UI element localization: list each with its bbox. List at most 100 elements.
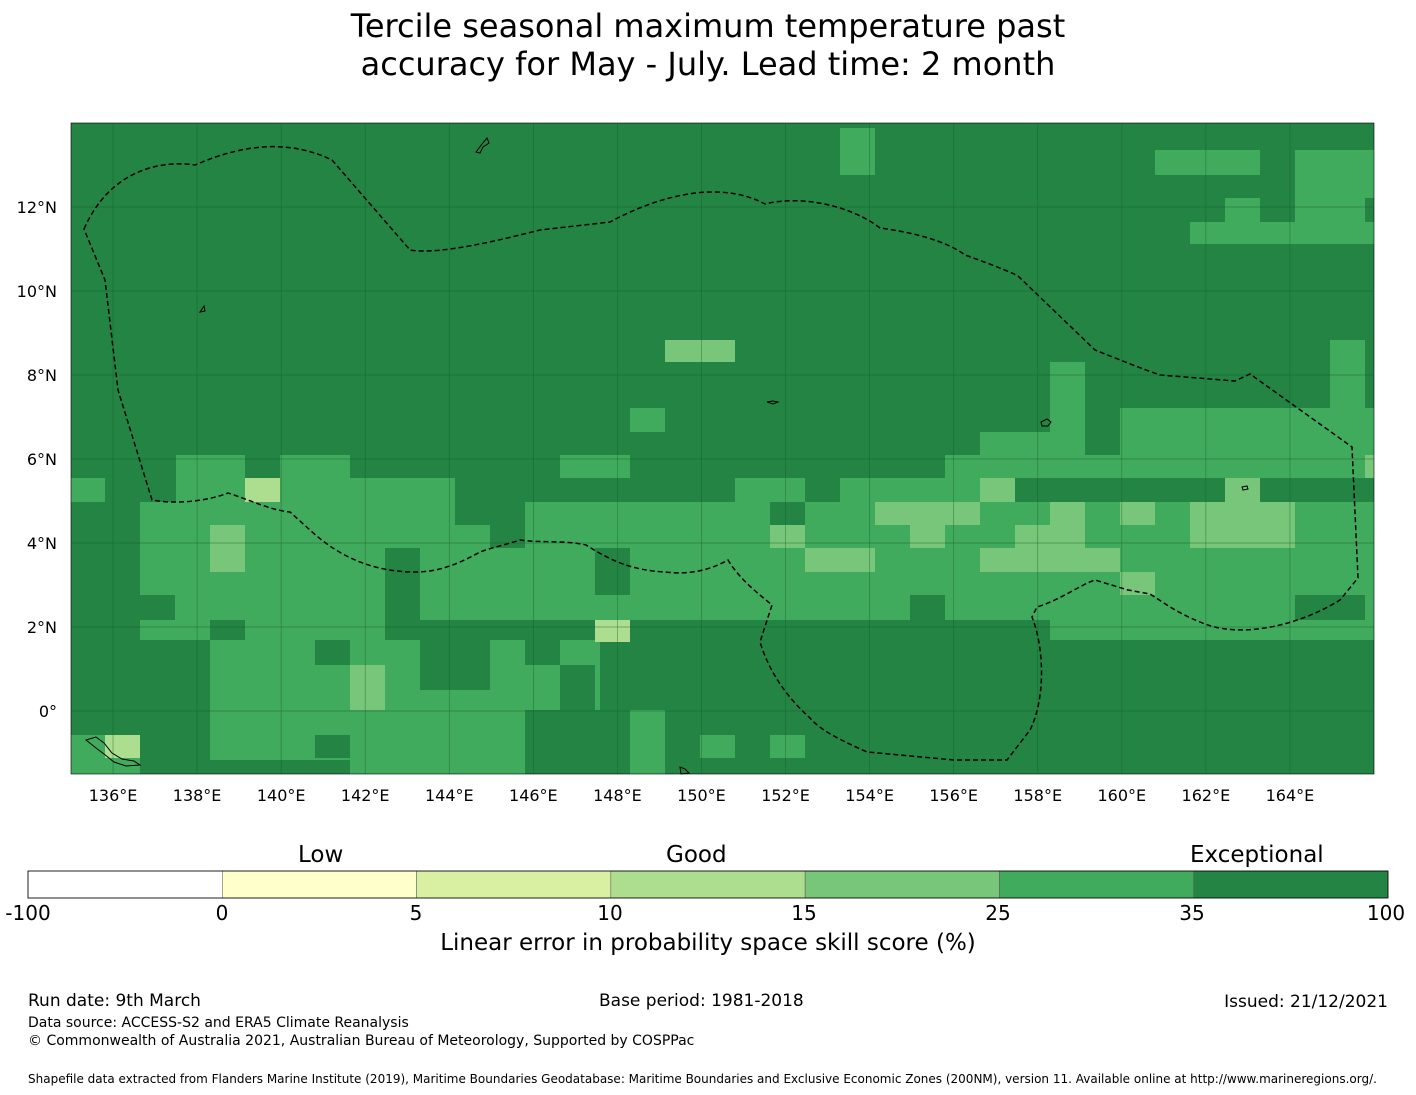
skill-cell bbox=[420, 478, 455, 525]
skill-cell bbox=[350, 665, 385, 710]
skill-cell bbox=[105, 735, 140, 758]
skill-cell bbox=[350, 478, 420, 525]
colorbar-tick-label: 100 bbox=[1366, 901, 1406, 925]
longitude-tick-label: 154°E bbox=[845, 786, 894, 805]
longitude-tick-label: 146°E bbox=[509, 786, 558, 805]
longitude-tick-label: 152°E bbox=[761, 786, 810, 805]
colorbar-tick-label: 15 bbox=[791, 901, 817, 925]
skill-cell bbox=[245, 478, 280, 502]
longitude-tick-label: 164°E bbox=[1266, 786, 1315, 805]
colorbar-tick-label: 5 bbox=[409, 901, 423, 925]
longitude-axis: 136°E 138°E 140°E 142°E 144°E 146°E 148°E 150°E… bbox=[89, 786, 1315, 805]
skill-cell bbox=[840, 478, 980, 502]
latitude-tick-label: 8°N bbox=[27, 366, 57, 385]
skill-cell bbox=[595, 620, 630, 642]
latitude-tick-label: 2°N bbox=[27, 618, 57, 637]
chart-title-line-2: accuracy for May - July. Lead time: 2 mo… bbox=[360, 45, 1056, 83]
skill-cell bbox=[71, 525, 140, 735]
skill-cell bbox=[945, 455, 1374, 478]
skill-cell bbox=[630, 408, 665, 432]
skill-cell bbox=[210, 620, 245, 640]
eez-boundary bbox=[83, 145, 1359, 761]
coastline-png-islands bbox=[84, 736, 142, 767]
skill-cell bbox=[385, 548, 420, 640]
skill-cell bbox=[1190, 222, 1295, 244]
skill-cell bbox=[770, 525, 805, 548]
skill-cell bbox=[910, 595, 945, 620]
skill-cell bbox=[175, 620, 210, 640]
map-gridlines bbox=[71, 123, 1374, 774]
colorbar-label: Linear error in probability space skill … bbox=[440, 930, 976, 956]
colorbar-tick-label: 35 bbox=[1179, 901, 1205, 925]
skill-cell bbox=[1015, 525, 1085, 548]
skill-cell bbox=[1225, 198, 1260, 222]
copyright-notice: © Commonwealth of Australia 2021, Austra… bbox=[28, 1033, 695, 1049]
skill-cell bbox=[1365, 455, 1374, 478]
skill-cell bbox=[665, 640, 770, 690]
longitude-tick-label: 158°E bbox=[1013, 786, 1062, 805]
coastline-kosrae bbox=[1241, 485, 1249, 491]
skill-cell bbox=[455, 502, 490, 525]
skill-cell bbox=[1050, 640, 1374, 774]
colorbar-category-exceptional: Exceptional bbox=[1190, 842, 1324, 868]
colorbar-tick-label: 10 bbox=[597, 901, 623, 925]
skill-cell bbox=[280, 455, 350, 525]
skill-cell bbox=[560, 665, 595, 710]
colorbar-segment bbox=[610, 870, 806, 899]
skill-cell bbox=[1330, 340, 1365, 408]
base-period: Base period: 1981-2018 bbox=[599, 991, 804, 1011]
longitude-tick-label: 162°E bbox=[1182, 786, 1231, 805]
colorbar-segment bbox=[416, 870, 612, 899]
run-date: Run date: 9th March bbox=[28, 991, 201, 1011]
coastline-yap bbox=[198, 304, 206, 313]
longitude-tick-label: 136°E bbox=[89, 786, 138, 805]
skill-cell bbox=[805, 620, 1050, 760]
coastline-guam bbox=[475, 137, 490, 154]
longitude-tick-label: 148°E bbox=[593, 786, 642, 805]
skill-cell bbox=[525, 640, 560, 665]
skill-cell bbox=[210, 525, 245, 572]
skill-cell bbox=[910, 525, 945, 548]
skill-cell bbox=[630, 710, 665, 774]
skill-cell bbox=[1295, 150, 1374, 244]
skill-cell bbox=[980, 432, 1374, 455]
colorbar-segment bbox=[1193, 870, 1389, 899]
colorbar-segment bbox=[999, 870, 1194, 899]
skill-cell bbox=[71, 478, 105, 502]
longitude-tick-label: 160°E bbox=[1097, 786, 1146, 805]
skill-cell bbox=[420, 620, 490, 690]
longitude-tick-label: 140°E bbox=[257, 786, 306, 805]
latitude-tick-label: 6°N bbox=[27, 450, 57, 469]
skill-cell bbox=[770, 735, 805, 758]
latitude-tick-label: 10°N bbox=[17, 282, 57, 301]
colorbar-category-good: Good bbox=[666, 842, 727, 868]
coastline-island-small bbox=[679, 766, 691, 775]
colorbar-segment bbox=[27, 870, 223, 899]
skill-cell bbox=[665, 340, 735, 362]
skill-cell bbox=[1190, 502, 1295, 548]
map-frame bbox=[70, 122, 1375, 775]
skill-cell bbox=[1120, 502, 1155, 525]
skill-cell bbox=[1260, 175, 1295, 198]
skill-cell bbox=[525, 502, 770, 525]
skill-cell bbox=[1260, 128, 1295, 150]
colorbar bbox=[27, 870, 1389, 899]
longitude-tick-label: 144°E bbox=[425, 786, 474, 805]
colorbar-segment bbox=[222, 870, 417, 899]
coastlines bbox=[84, 137, 1249, 775]
skill-cell bbox=[805, 548, 875, 572]
skill-cell bbox=[1050, 620, 1374, 640]
colorbar-tick-label: 25 bbox=[985, 901, 1011, 925]
colorbar-tick-label: -100 bbox=[5, 901, 51, 925]
longitude-tick-label: 138°E bbox=[173, 786, 222, 805]
coastline-pohnpei bbox=[1040, 418, 1052, 427]
skill-cell bbox=[735, 478, 805, 502]
colorbar-category-low: Low bbox=[298, 842, 344, 868]
skill-cell bbox=[700, 735, 735, 758]
skill-cell bbox=[490, 525, 525, 548]
issued-date: Issued: 21/12/2021 bbox=[1224, 992, 1388, 1012]
longitude-tick-label: 156°E bbox=[929, 786, 978, 805]
skill-cell bbox=[1120, 572, 1155, 595]
skill-cell bbox=[140, 595, 175, 620]
